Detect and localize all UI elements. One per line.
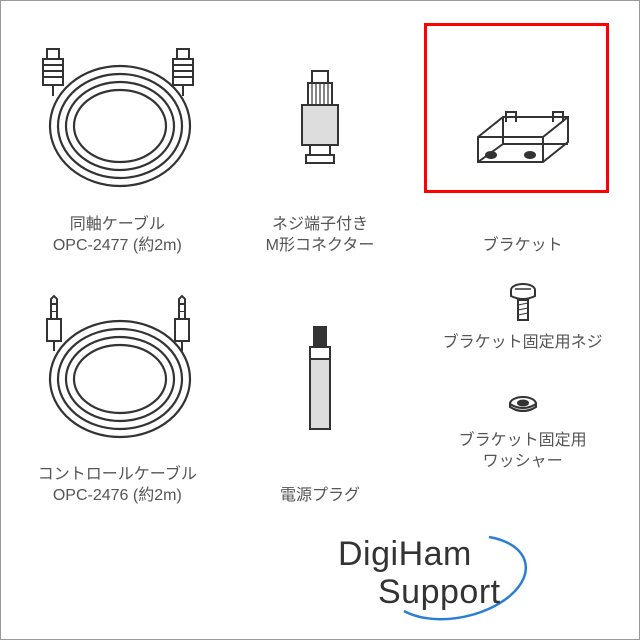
cell-m-connector: ネジ端子付き M形コネクター [219,21,422,271]
m-connector-icon [223,29,418,214]
washer-icon [425,380,620,430]
bracket-screw-icon [425,277,620,332]
washer-label: ブラケット固定用 ワッシャー [459,430,587,473]
power-plug-label: 電源プラグ [280,485,360,507]
logo-line1: DigiHam [338,535,609,573]
coax-cable-label: 同軸ケーブル OPC-2477 (約2m) [53,214,182,257]
bracket-screw-label: ブラケット固定用ネジ [443,332,603,354]
m-connector-label: ネジ端子付き M形コネクター [266,214,375,257]
parts-grid: 同軸ケーブル OPC-2477 (約2m) ネジ端子付き M形コネク [1,1,639,521]
cell-control-cable: コントロールケーブル OPC-2476 (約2m) [16,271,219,521]
cell-screw-washer: ブラケット固定用ネジ ブラケット固定用 ワッシャー [421,271,624,521]
bracket-icon [425,29,620,235]
control-cable-label: コントロールケーブル OPC-2476 (約2m) [38,464,197,507]
control-cable-icon [20,279,215,464]
cell-power-plug: 電源プラグ [219,271,422,521]
cell-bracket: ブラケット [421,21,624,271]
logo-line2: Support [338,573,609,611]
digiham-logo: DigiHam Support [334,531,609,621]
bracket-label: ブラケット [483,235,563,257]
cell-coax-cable: 同軸ケーブル OPC-2477 (約2m) [16,21,219,271]
coax-cable-icon [20,29,215,214]
power-plug-icon [223,279,418,485]
